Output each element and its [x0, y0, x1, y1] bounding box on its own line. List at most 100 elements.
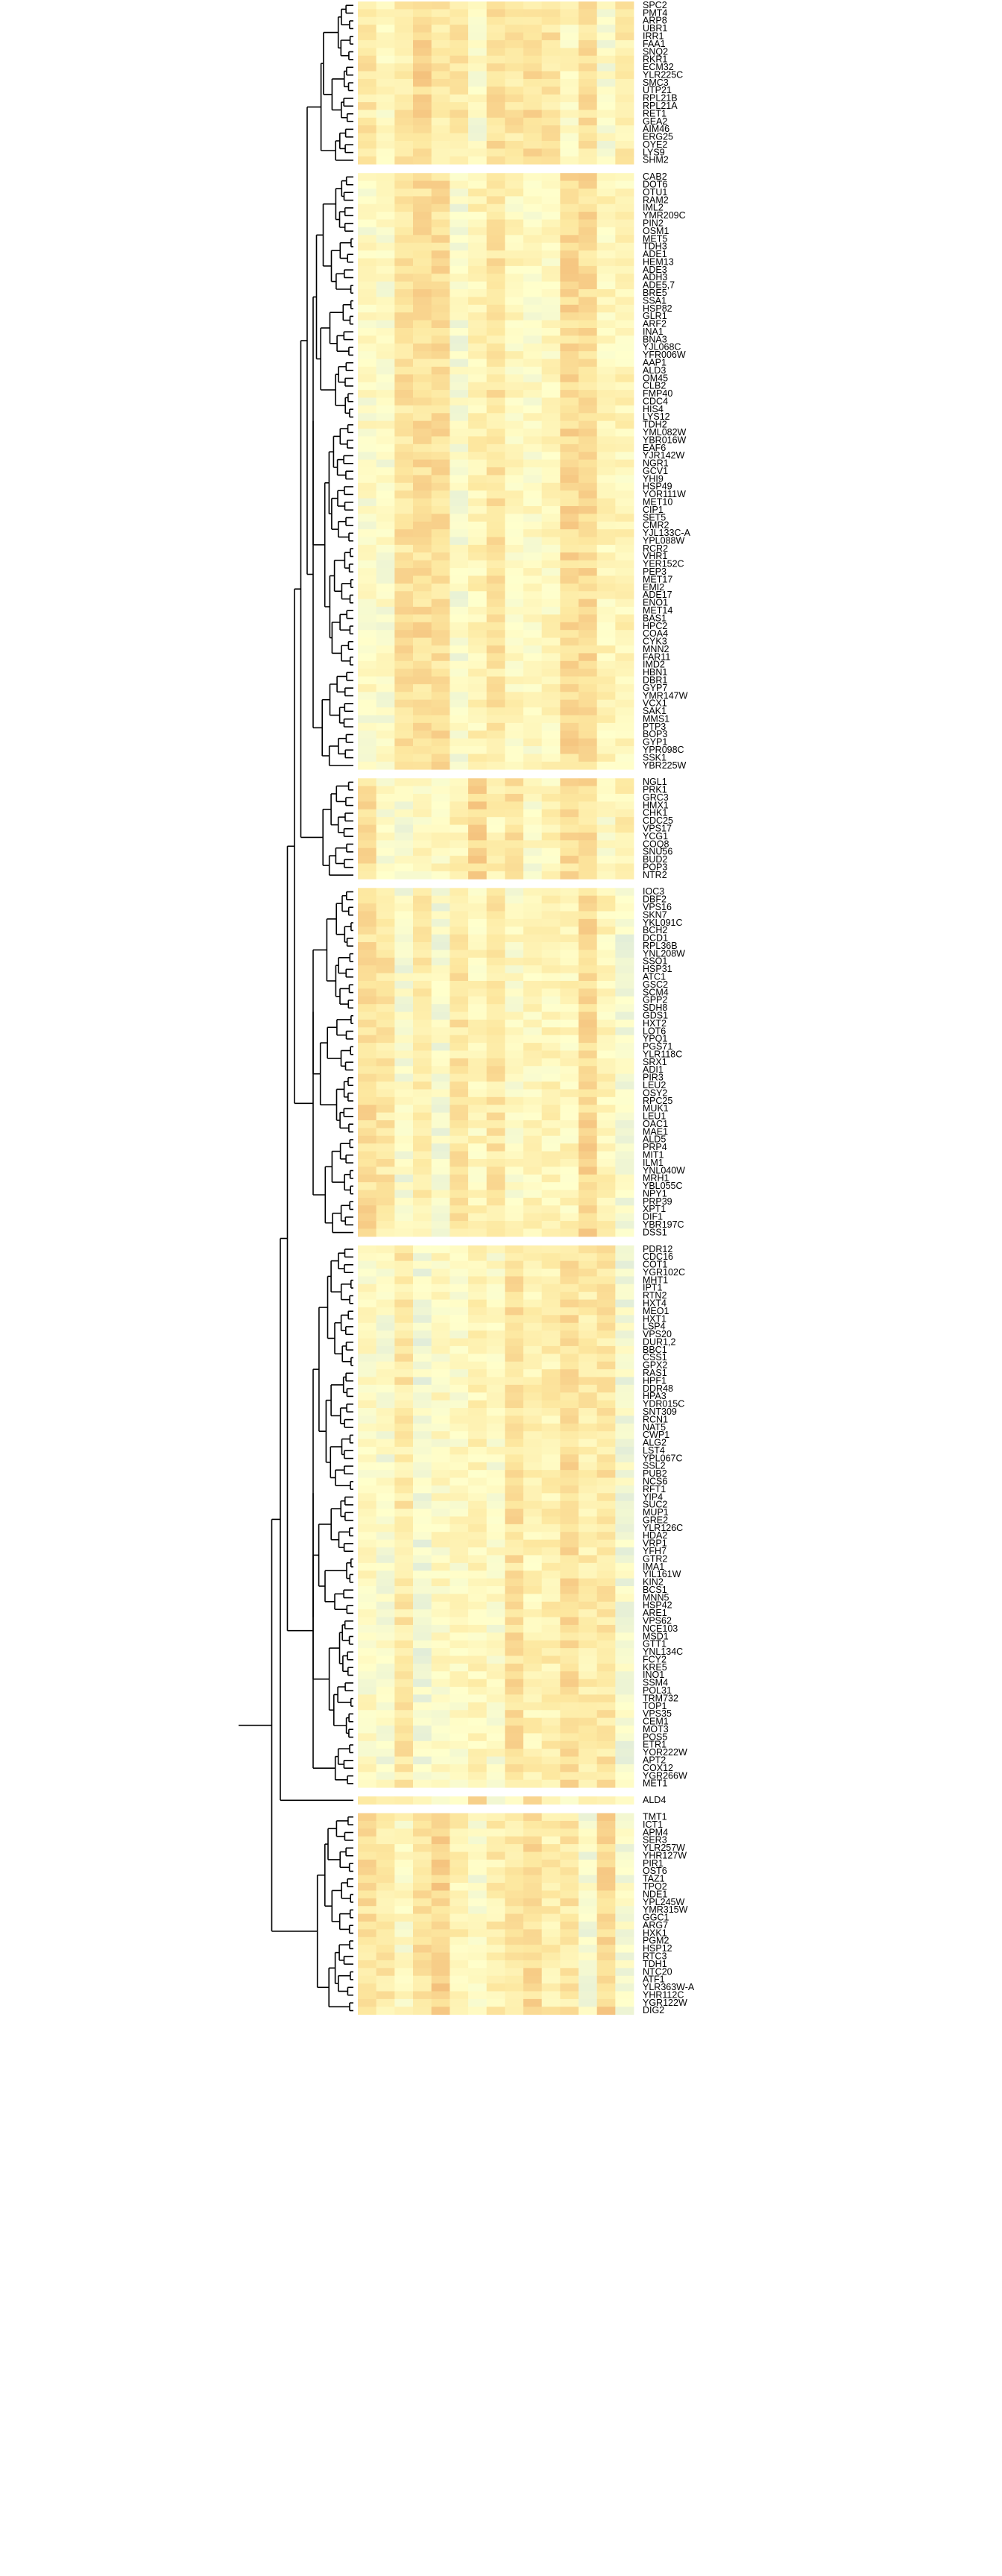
heatmap-cell: [596, 707, 616, 716]
row-label: IPT1: [643, 1283, 662, 1293]
heatmap-cell: [596, 1906, 616, 1914]
heatmap-cell: [486, 173, 505, 181]
heatmap-cell: [468, 1167, 488, 1175]
heatmap-cell: [523, 1921, 543, 1930]
heatmap-cell: [358, 250, 377, 259]
heatmap-cell: [394, 1377, 414, 1386]
heatmap-cell: [486, 996, 505, 1005]
heatmap-cell: [486, 1221, 505, 1229]
heatmap-cell: [523, 692, 543, 701]
heatmap-cell: [394, 1182, 414, 1190]
heatmap-cell: [541, 1779, 561, 1788]
heatmap-cell: [358, 235, 377, 244]
heatmap-cell: [615, 888, 634, 897]
heatmap-cell: [450, 973, 469, 982]
heatmap-cell: [560, 482, 579, 491]
heatmap-cell: [358, 1726, 377, 1734]
heatmap-cell: [394, 1983, 414, 1992]
heatmap-cell: [394, 1617, 414, 1626]
heatmap-cell: [468, 1936, 488, 1945]
heatmap-cell: [615, 645, 634, 654]
heatmap-cell: [486, 452, 505, 461]
heatmap-cell: [450, 1952, 469, 1961]
heatmap-cell: [413, 988, 432, 997]
heatmap-cell: [450, 1415, 469, 1424]
heatmap-cell: [505, 918, 524, 927]
heatmap-cell: [560, 1960, 579, 1969]
heatmap-cell: [486, 420, 505, 429]
heatmap-cell: [523, 1756, 543, 1765]
heatmap-cell: [523, 1601, 543, 1610]
heatmap-cell: [560, 1011, 579, 1020]
heatmap-cell: [431, 942, 450, 950]
heatmap-cell: [413, 529, 432, 537]
heatmap-cell: [523, 1640, 543, 1649]
heatmap-cell: [523, 1190, 543, 1199]
heatmap-cell: [358, 443, 377, 452]
row-label: YPL067C: [643, 1453, 683, 1463]
heatmap-cell: [505, 443, 524, 452]
heatmap-cell: [596, 1509, 616, 1517]
heatmap-cell: [431, 529, 450, 537]
heatmap-cell: [523, 1844, 543, 1852]
heatmap-cell: [615, 1813, 634, 1822]
heatmap-cell: [505, 863, 524, 872]
heatmap-cell: [450, 110, 469, 119]
heatmap-cell: [505, 1779, 524, 1788]
heatmap-cell: [523, 490, 543, 499]
heatmap-cell: [468, 903, 488, 912]
heatmap-cell: [560, 809, 579, 818]
heatmap-cell: [358, 390, 377, 398]
heatmap-cell: [358, 242, 377, 251]
heatmap-cell: [394, 32, 414, 41]
heatmap-cell: [596, 529, 616, 537]
heatmap-cell: [468, 1158, 488, 1167]
row-label: RAS1: [643, 1368, 667, 1378]
heatmap-cell: [431, 630, 450, 638]
heatmap-cell: [486, 1594, 505, 1603]
heatmap-cell: [413, 1952, 432, 1961]
heatmap-cell: [486, 343, 505, 352]
heatmap-cell: [486, 552, 505, 561]
heatmap-cell: [615, 1779, 634, 1788]
heatmap-cell: [431, 1361, 450, 1370]
heatmap-cell: [596, 856, 616, 864]
heatmap-cell: [431, 809, 450, 818]
heatmap-cell: [431, 366, 450, 375]
heatmap-cell: [560, 1516, 579, 1525]
heatmap-cell: [450, 1733, 469, 1742]
heatmap-cell: [615, 832, 634, 841]
heatmap-cell: [541, 1408, 561, 1416]
heatmap-cell: [450, 505, 469, 514]
heatmap-cell: [579, 1975, 598, 1984]
heatmap-cell: [486, 188, 505, 197]
row-label: HXK1: [643, 1928, 667, 1938]
heatmap-cell: [505, 965, 524, 973]
heatmap-cell: [579, 71, 598, 80]
heatmap-cell: [486, 1875, 505, 1884]
heatmap-cell: [468, 1875, 488, 1884]
heatmap-cell: [358, 544, 377, 553]
heatmap-cell: [450, 1509, 469, 1517]
heatmap-cell: [413, 125, 432, 134]
heatmap-cell: [541, 794, 561, 802]
heatmap-cell: [450, 1890, 469, 1899]
heatmap-cell: [579, 950, 598, 959]
heatmap-cell: [468, 1844, 488, 1852]
heatmap-cell: [579, 537, 598, 546]
heatmap-cell: [376, 653, 395, 662]
row-label: NCE103: [643, 1623, 678, 1634]
heatmap-cell: [541, 1158, 561, 1167]
heatmap-cell: [431, 552, 450, 561]
heatmap-cell: [431, 1151, 450, 1160]
heatmap-cell: [394, 1509, 414, 1517]
row-label: NPY1: [643, 1188, 667, 1199]
heatmap-cell: [450, 1555, 469, 1564]
heatmap-cell: [450, 1921, 469, 1930]
heatmap-cell: [486, 141, 505, 149]
heatmap-cell: [486, 575, 505, 584]
heatmap-cell: [358, 1740, 377, 1749]
heatmap-cell: [413, 847, 432, 856]
heatmap-cell: [505, 1624, 524, 1633]
heatmap-cell: [413, 1221, 432, 1229]
